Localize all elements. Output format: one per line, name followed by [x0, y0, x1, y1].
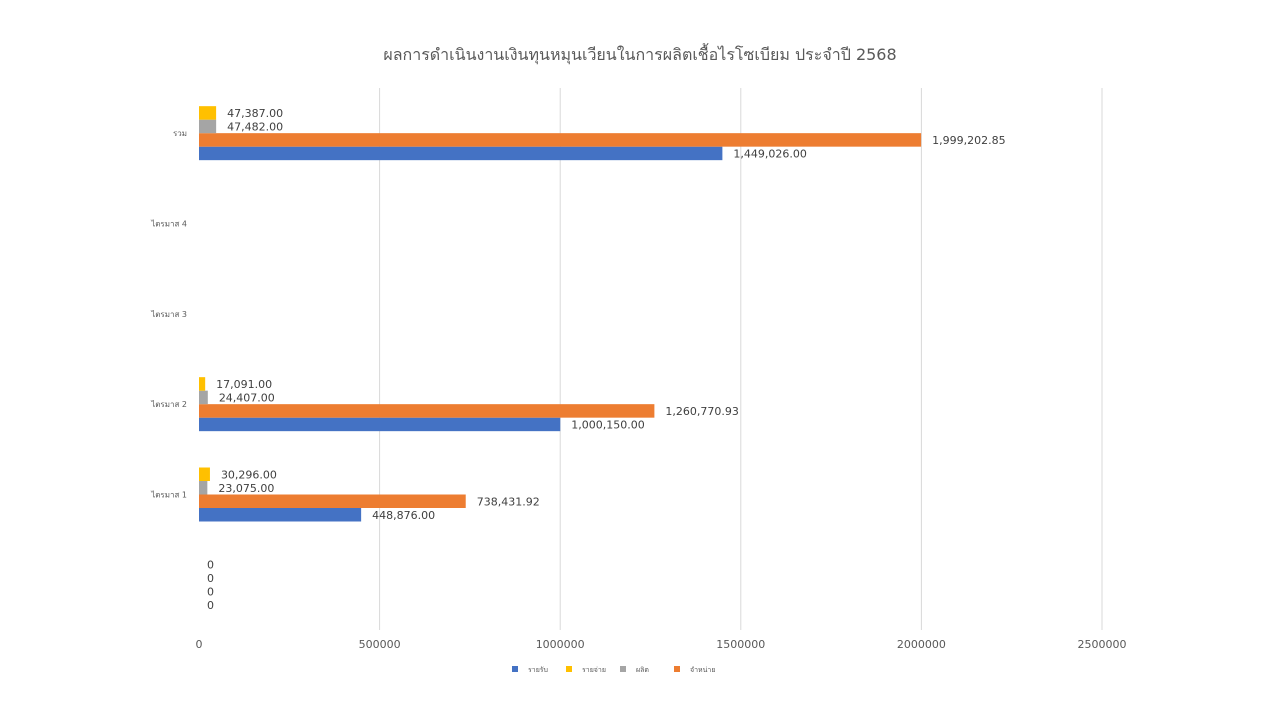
data-label: 30,296.00: [221, 468, 277, 481]
data-label: 1,260,770.93: [665, 405, 738, 418]
legend-label: รายจ่าย: [582, 666, 606, 674]
bar: [199, 508, 362, 522]
x-tick-label: 1000000: [536, 638, 585, 651]
data-label: 738,431.92: [477, 495, 540, 508]
bars: [199, 106, 922, 522]
bar: [199, 467, 210, 481]
data-label: 47,387.00: [227, 107, 283, 120]
x-tick-label: 2500000: [1078, 638, 1127, 651]
bar: [199, 133, 922, 147]
data-label: 23,075.00: [218, 482, 274, 495]
legend-swatch: [512, 666, 518, 672]
legend-label: รายรับ: [528, 666, 548, 674]
x-tick-label: 500000: [359, 638, 401, 651]
bar: [199, 119, 217, 134]
legend-swatch: [620, 666, 626, 672]
gridlines: [379, 88, 1103, 630]
data-label: 47,482.00: [227, 120, 283, 133]
bar: [199, 481, 208, 495]
data-label: 0: [207, 572, 214, 585]
bar: [199, 377, 206, 391]
data-label: 0: [207, 599, 214, 612]
bar: [199, 390, 208, 405]
data-labels: 0000448,876.00738,431.9223,075.0030,296.…: [207, 107, 1006, 612]
bar: [199, 494, 466, 508]
x-tick-label: 2000000: [897, 638, 946, 651]
category-label: ไตรมาส 4: [150, 220, 187, 229]
bar: [199, 146, 723, 161]
legend-label: ผลิต: [636, 666, 649, 674]
category-label: รวม: [173, 129, 187, 138]
bar: [199, 106, 217, 120]
data-label: 24,407.00: [219, 391, 275, 404]
legend-swatch: [674, 666, 680, 672]
data-label: 448,876.00: [372, 509, 435, 522]
data-label: 1,999,202.85: [932, 134, 1005, 147]
bar: [199, 417, 561, 432]
data-label: 1,000,150.00: [571, 418, 644, 431]
legend: รายรับ รายจ่าย ผลิต จำหน่าย: [512, 666, 715, 674]
data-label: 1,449,026.00: [733, 147, 806, 160]
data-label: 17,091.00: [216, 378, 272, 391]
chart-title: ผลการดำเนินงานเงินทุนหมุนเวียนในการผลิตเ…: [383, 43, 896, 65]
data-label: 0: [207, 586, 214, 599]
legend-label: จำหน่าย: [690, 666, 715, 674]
data-label: 0: [207, 559, 214, 572]
x-tick-label: 1500000: [716, 638, 765, 651]
legend-swatch: [566, 666, 572, 672]
axis-labels: 0 500000 1000000 1500000 2000000 2500000 ไตรมา…: [150, 129, 1126, 651]
bar: [199, 404, 655, 418]
category-label: ไตรมาส 3: [150, 310, 187, 319]
x-tick-label: 0: [196, 638, 203, 651]
category-label: ไตรมาส 1: [150, 491, 187, 500]
category-label: ไตรมาส 2: [150, 400, 187, 409]
